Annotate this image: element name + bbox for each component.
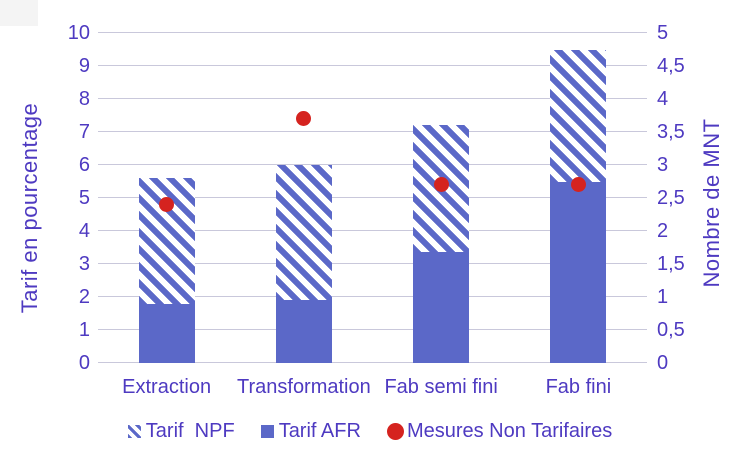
y-right-tick-label: 1 <box>657 286 669 308</box>
bar-tarif-afr <box>138 303 195 363</box>
gridline <box>98 296 647 297</box>
gridline <box>98 32 647 33</box>
y-left-tick-label: 10 <box>67 22 90 44</box>
y-left-tick-label: 4 <box>78 220 90 242</box>
y-left-tick-label: 0 <box>78 352 90 374</box>
y-left-tick-label: 3 <box>78 253 90 275</box>
gridline <box>98 329 647 330</box>
y-right-tick-label: 3 <box>657 154 669 176</box>
red-circle-icon <box>386 422 404 440</box>
gridline <box>98 65 647 66</box>
y-right-tick-label: 0,5 <box>657 319 685 341</box>
gridline <box>98 131 647 132</box>
gridline <box>98 164 647 165</box>
legend-item-tarif-afr: Tarif AFR <box>260 419 361 443</box>
y-right-tick-label: 2 <box>657 220 669 242</box>
legend-label-tarif-afr: Tarif AFR <box>278 419 361 442</box>
y-left-tick-label: 7 <box>78 121 90 143</box>
gridline <box>98 230 647 231</box>
y-right-tick-label: 0 <box>657 352 669 374</box>
mnt-dot <box>296 111 312 127</box>
x-category-label: Fab semi fini <box>384 376 498 398</box>
y-right-tick-label: 3,5 <box>657 121 685 143</box>
legend-item-mesures-non-tarifaires: Mesures Non Tarifaires <box>386 419 613 443</box>
corner-artifact <box>0 0 38 26</box>
legend-label-tarif-npf: Tarif NPF <box>145 419 235 442</box>
y-left-tick-label: 6 <box>78 154 90 176</box>
bar-tarif-afr <box>413 252 470 363</box>
solid-square-icon <box>260 424 274 438</box>
bar-tarif-npf <box>550 49 607 182</box>
y-left-tick-label: 8 <box>78 88 90 110</box>
gridline <box>98 98 647 99</box>
y-right-tick-label: 4 <box>657 88 669 110</box>
bar-tarif-afr <box>275 300 332 363</box>
mnt-dot <box>433 177 449 193</box>
y-right-tick-label: 4,5 <box>657 55 685 77</box>
y-right-tick-label: 5 <box>657 22 669 44</box>
gridline <box>98 197 647 198</box>
x-category-label: Extraction <box>122 376 212 398</box>
y-left-tick-label: 1 <box>78 319 90 341</box>
gridline <box>98 362 647 363</box>
y-right-tick-label: 1,5 <box>657 253 685 275</box>
x-category-label: Transformation <box>237 376 371 398</box>
plot-area <box>98 32 647 363</box>
legend-item-tarif-npf: Tarif NPF <box>127 419 235 443</box>
mnt-dot <box>570 177 586 193</box>
bar-tarif-afr <box>550 181 607 363</box>
bar-tarif-npf <box>275 165 332 301</box>
y-left-tick-label: 9 <box>78 55 90 77</box>
x-category-label: Fab fini <box>545 376 612 398</box>
legend: Tarif NPF Tarif AFR Mesures Non Tarifair… <box>0 416 740 446</box>
legend-label-mesures-non-tarifaires: Mesures Non Tarifaires <box>406 419 613 442</box>
y-right-tick-label: 2,5 <box>657 187 685 209</box>
hatched-square-icon <box>127 424 141 438</box>
mnt-dot <box>159 197 175 213</box>
left-axis-title: Tarif en pourcentage <box>17 102 42 314</box>
gridline <box>98 263 647 264</box>
y-left-tick-label: 2 <box>78 286 90 308</box>
y-left-tick-label: 5 <box>78 187 90 209</box>
